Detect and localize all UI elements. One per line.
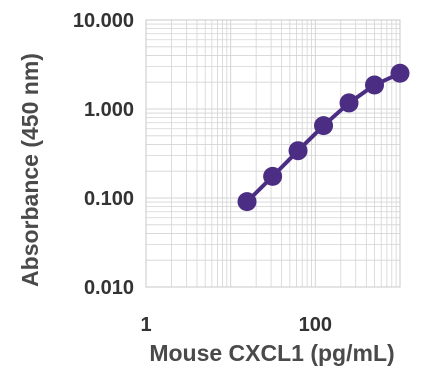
data-point: [263, 166, 283, 186]
axes: [145, 19, 401, 288]
tick-labels: 10.000 1.000 0.100 0.010 1 100: [73, 10, 332, 336]
x-axis-title: Mouse CXCL1 (pg/mL): [149, 340, 394, 366]
y-tick-label: 0.010: [84, 277, 134, 299]
data-point: [365, 75, 385, 95]
x-tick-label: 100: [299, 314, 332, 336]
data-series: [237, 63, 410, 212]
y-axis-title: Absorbance (450 nm): [17, 53, 43, 287]
y-tick-label: 10.000: [73, 10, 134, 32]
data-point: [237, 192, 257, 212]
plot-frame: [145, 19, 401, 288]
grid: [145, 20, 400, 288]
y-tick-label: 1.000: [84, 99, 134, 121]
data-point: [314, 116, 334, 136]
y-tick-label: 0.100: [84, 188, 134, 210]
x-tick-label: 1: [140, 314, 151, 336]
data-point: [390, 63, 410, 83]
data-point: [339, 93, 359, 113]
data-point: [288, 141, 308, 161]
